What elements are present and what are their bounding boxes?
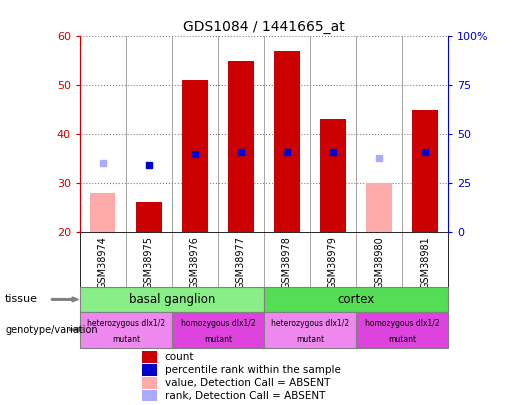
Bar xyxy=(413,110,438,232)
Text: homozygous dlx1/2: homozygous dlx1/2 xyxy=(365,319,439,328)
Text: GSM38980: GSM38980 xyxy=(374,236,384,289)
Text: GSM38978: GSM38978 xyxy=(282,236,292,289)
Bar xyxy=(80,312,172,347)
Title: GDS1084 / 1441665_at: GDS1084 / 1441665_at xyxy=(183,20,345,34)
Bar xyxy=(136,202,162,232)
Bar xyxy=(143,351,157,363)
Bar xyxy=(264,287,448,312)
Text: cortex: cortex xyxy=(337,293,374,306)
Text: heterozygous dlx1/2: heterozygous dlx1/2 xyxy=(271,319,349,328)
Text: percentile rank within the sample: percentile rank within the sample xyxy=(164,365,340,375)
Text: GSM38974: GSM38974 xyxy=(98,236,108,289)
Bar xyxy=(228,61,253,232)
Text: GSM38975: GSM38975 xyxy=(144,236,154,289)
Text: GSM38976: GSM38976 xyxy=(190,236,200,289)
Text: genotype/variation: genotype/variation xyxy=(5,325,98,335)
Bar xyxy=(143,377,157,389)
Bar xyxy=(172,312,264,347)
Text: mutant: mutant xyxy=(388,335,416,344)
Text: GSM38979: GSM38979 xyxy=(328,236,338,289)
Bar xyxy=(320,119,346,232)
Text: homozygous dlx1/2: homozygous dlx1/2 xyxy=(181,319,255,328)
Text: basal ganglion: basal ganglion xyxy=(129,293,215,306)
Text: GSM38981: GSM38981 xyxy=(420,236,430,289)
Text: tissue: tissue xyxy=(5,294,38,305)
Text: mutant: mutant xyxy=(296,335,324,344)
Bar xyxy=(264,312,356,347)
Bar xyxy=(274,51,300,232)
Text: mutant: mutant xyxy=(204,335,232,344)
Bar xyxy=(182,80,208,232)
Bar xyxy=(80,287,264,312)
Bar xyxy=(143,390,157,401)
Bar xyxy=(356,312,448,347)
Text: GSM38977: GSM38977 xyxy=(236,236,246,289)
Text: value, Detection Call = ABSENT: value, Detection Call = ABSENT xyxy=(164,378,330,388)
Text: count: count xyxy=(164,352,194,362)
Bar xyxy=(143,364,157,376)
Text: heterozygous dlx1/2: heterozygous dlx1/2 xyxy=(87,319,165,328)
Bar xyxy=(366,183,392,232)
Bar xyxy=(90,193,115,232)
Text: mutant: mutant xyxy=(112,335,140,344)
Text: rank, Detection Call = ABSENT: rank, Detection Call = ABSENT xyxy=(164,390,325,401)
